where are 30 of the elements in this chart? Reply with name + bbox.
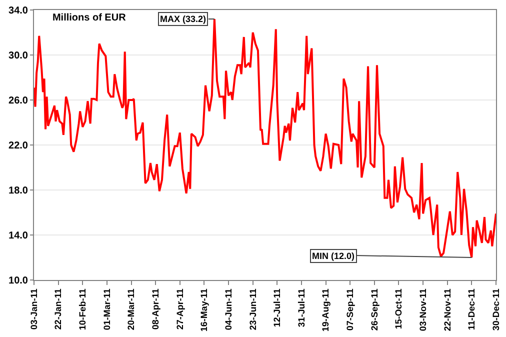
annotation: MAX (33.2) [160,14,206,24]
x-tick-label: 26-Sep-11 [369,288,380,331]
x-tick-label: 08-Apr-11 [150,288,161,330]
x-tick-label: 19-Aug-11 [320,288,331,332]
x-tick-label: 03-Nov-11 [418,288,428,332]
x-tick-label: 11-Dec-11 [466,288,477,330]
x-tick-label: 22-Nov-11 [442,288,452,332]
y-tick-label: 30.0 [8,50,28,62]
y-tick-label: 14.0 [8,230,28,242]
x-tick-label: 01-Mar-11 [102,288,112,330]
x-tick-label: 15-Oct-11 [394,288,404,330]
annotation: MIN (12.0) [312,251,355,261]
x-tick-label: 10-Feb-11 [78,288,88,330]
chart-title: Millions of EUR [52,12,127,24]
x-tick-label: 16-May-11 [199,288,210,332]
x-tick-label: 31-Jul-11 [296,288,306,328]
x-tick-label: 04-Jun-11 [223,288,234,330]
y-tick-label: 26.0 [8,96,28,106]
x-tick-label: 07-Sep-11 [345,288,356,331]
x-tick-label: 20-Mar-11 [126,288,136,330]
x-tick-label: 22-Jan-11 [53,288,64,330]
y-tick-label: 22.0 [8,140,28,152]
x-tick-label: 30-Dec-11 [490,288,501,331]
x-tick-label: 23-Jun-11 [248,288,258,330]
x-tick-label: 03-Jan-11 [28,288,39,330]
x-tick-label: 27-Apr-11 [174,288,185,330]
y-tick-label: 18.0 [8,186,28,196]
y-tick-label: 34.0 [8,6,28,16]
x-tick-label: 12-Jul-11 [272,288,282,328]
y-tick-label: 10.0 [8,276,28,286]
